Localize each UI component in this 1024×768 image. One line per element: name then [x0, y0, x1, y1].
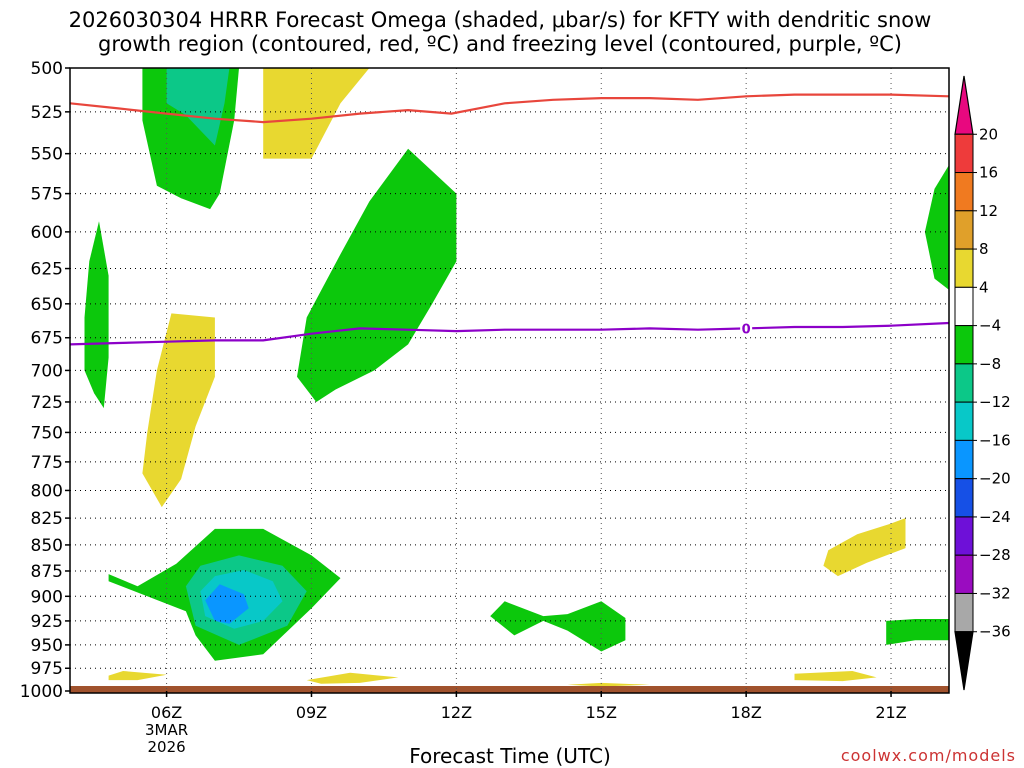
colorbar-swatch: [954, 325, 974, 365]
colorbar-swatch: [954, 210, 974, 250]
y-tick-label: 850: [31, 536, 63, 556]
omega-region-16: [794, 671, 877, 682]
colorbar-swatch: [954, 401, 974, 441]
x-tick-label: 09Z: [296, 703, 327, 722]
x-tick-sublabel: 3MAR: [145, 721, 188, 739]
colorbar-tick-label: 12: [979, 202, 998, 220]
colorbar-arrow-top: [954, 75, 974, 135]
colorbar-swatch: [954, 363, 974, 403]
colorbar-tick-label: 8: [979, 240, 989, 258]
colorbar-swatch: [954, 133, 974, 174]
colorbar-tick-label: −24: [979, 508, 1011, 526]
chart-title-line1: 2026030304 HRRR Forecast Omega (shaded, …: [68, 8, 932, 32]
x-axis-label: Forecast Time (UTC): [409, 744, 611, 768]
colorbar-swatch: [954, 516, 974, 556]
y-tick-label: 750: [31, 423, 63, 443]
y-tick-label: 925: [31, 612, 63, 632]
omega-region-11: [263, 68, 370, 159]
colorbar-tick-label: 16: [979, 164, 998, 182]
colorbar-tick-label: 20: [979, 125, 998, 143]
omega-region-3: [924, 165, 949, 290]
y-tick-label: 900: [31, 587, 63, 607]
freezing-level-contour: [70, 321, 949, 346]
credit-text: coolwx.com/models: [840, 746, 1016, 765]
omega-region-6: [886, 619, 949, 645]
y-tick-label: 675: [31, 329, 63, 349]
omega-region-1: [84, 221, 109, 409]
chart-title-line2: growth region (contoured, red, ºC) and f…: [98, 32, 902, 56]
omega-region-15: [306, 672, 399, 684]
x-tick-sublabel: 2026: [147, 738, 185, 756]
y-axis: 500 525 550 575 600 625 650 675 700 725 750 775 800 8…: [20, 59, 70, 702]
y-tick-label: 975: [31, 659, 63, 679]
omega-region-17: [567, 682, 650, 687]
colorbar-swatch: [954, 478, 974, 518]
omega-region-5: [490, 601, 626, 652]
omega-shaded-regions: [84, 68, 949, 687]
y-tick-label: 950: [31, 636, 63, 656]
colorbar-swatch: [954, 592, 974, 633]
y-tick-label: 825: [31, 509, 63, 529]
x-tick-label: 15Z: [586, 703, 617, 722]
y-tick-label: 650: [31, 295, 63, 315]
terrain-band: [70, 686, 949, 693]
y-tick-label: 525: [31, 103, 63, 123]
y-tick-label: 625: [31, 260, 63, 280]
freezing-label-bg: [740, 320, 753, 337]
colorbar-swatch: [954, 439, 974, 480]
omega-region-12: [142, 313, 215, 508]
colorbar-swatch: [954, 172, 974, 212]
freezing-level-label: 0: [742, 322, 751, 337]
x-tick-label: 18Z: [730, 703, 761, 722]
colorbar-tick-label: −20: [979, 470, 1011, 488]
plot-frame: [69, 67, 950, 694]
y-tick-label: 800: [31, 481, 63, 501]
colorbar-arrow-bottom: [954, 631, 974, 691]
terrain-strip: [70, 686, 949, 693]
colorbar-swatch: [954, 286, 974, 327]
y-tick-label: 600: [31, 223, 63, 243]
colorbar-tick-label: −36: [979, 623, 1011, 641]
x-tick-label: 12Z: [441, 703, 472, 722]
omega-region-10: [205, 584, 249, 624]
colorbar-tick-label: −12: [979, 393, 1011, 411]
omega-region-13: [823, 518, 906, 577]
contour-lines: 0: [70, 93, 949, 346]
x-tick-label: 06Z: [151, 703, 182, 722]
colorbar-tick-label: −28: [979, 546, 1011, 564]
colorbar: 20 16 12 8 4 −4 −8 −12 −16 −20 −24 −28 −32 −36: [954, 75, 1011, 691]
colorbar-swatch: [954, 554, 974, 594]
y-tick-label: 875: [31, 562, 63, 582]
colorbar-tick-label: −16: [979, 431, 1011, 449]
colorbar-swatch: [954, 248, 974, 288]
y-tick-label: 775: [31, 453, 63, 473]
y-tick-label: 550: [31, 145, 63, 165]
y-tick-label: 1000: [20, 682, 63, 702]
y-tick-label: 700: [31, 361, 63, 381]
omega-region-2: [297, 148, 457, 402]
y-tick-label: 500: [31, 59, 63, 79]
colorbar-tick-label: −4: [979, 317, 1001, 335]
colorbar-tick-label: −32: [979, 584, 1011, 602]
colorbar-tick-label: −8: [979, 355, 1001, 373]
colorbar-tick-label: 4: [979, 278, 989, 296]
y-tick-label: 725: [31, 393, 63, 413]
x-tick-label: 21Z: [875, 703, 906, 722]
dendritic-growth-contour: [70, 93, 949, 124]
y-tick-label: 575: [31, 185, 63, 205]
omega-region-14: [108, 671, 167, 681]
omega-region-7: [166, 68, 230, 146]
